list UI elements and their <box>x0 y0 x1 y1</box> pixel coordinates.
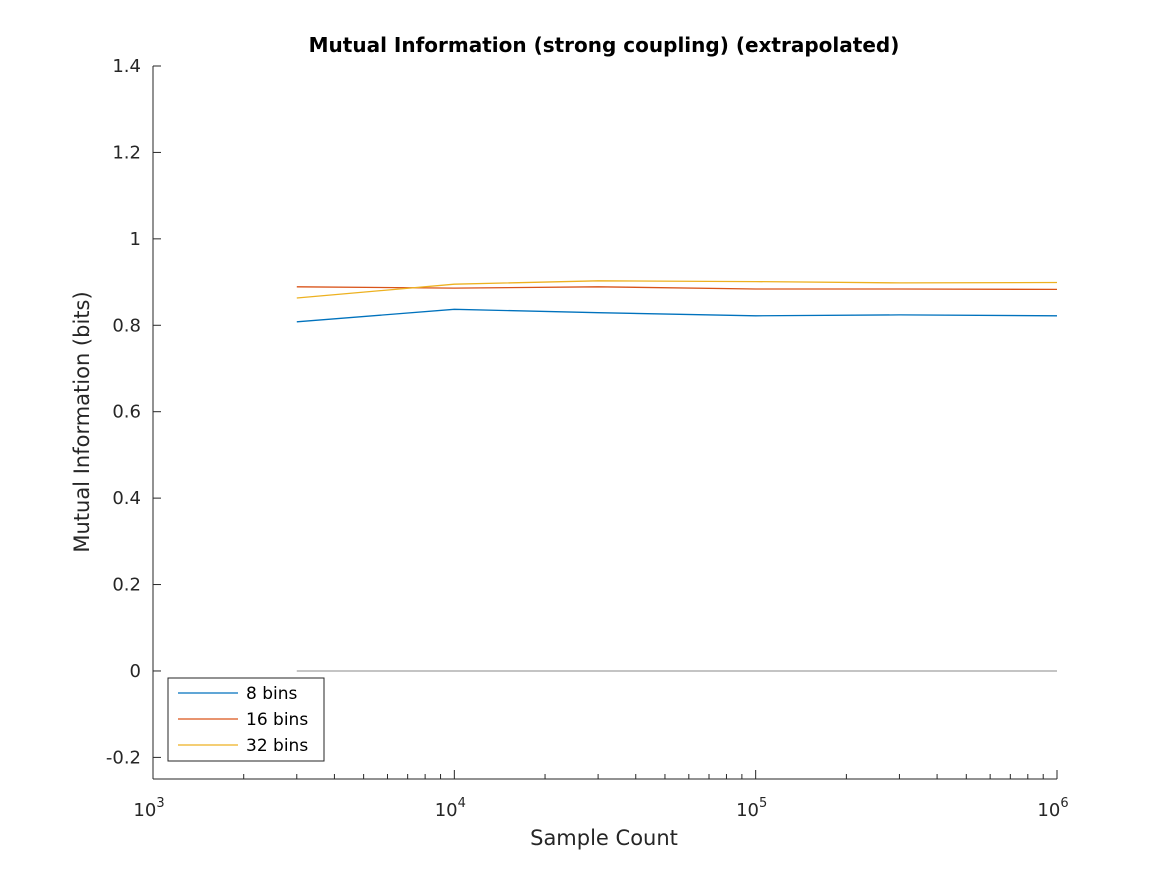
legend-label: 16 bins <box>246 710 308 730</box>
y-tick-label: 0.4 <box>112 488 141 509</box>
series-line-1 <box>296 308 1058 323</box>
x-tick-label: 105 <box>736 796 767 821</box>
chart-title: Mutual Information (strong coupling) (ex… <box>309 33 900 57</box>
series-line-3 <box>296 280 1058 299</box>
x-ticks: 103 104 105 106 <box>133 770 1069 821</box>
y-tick-label: 0.6 <box>112 402 141 423</box>
legend-label: 32 bins <box>246 736 308 756</box>
legend: 8 bins 16 bins 32 bins <box>167 677 325 762</box>
series-line-2 <box>296 286 1058 291</box>
y-tick-label: 1.2 <box>112 142 141 163</box>
y-tick-label: 1 <box>130 229 141 250</box>
y-tick-label: -0.2 <box>106 747 141 768</box>
x-tick-label: 104 <box>435 796 466 821</box>
y-tick-label: 0 <box>130 661 141 682</box>
y-axis-label: Mutual Information (bits) <box>70 291 94 552</box>
plot-area <box>296 280 1058 672</box>
axes <box>152 66 1057 780</box>
x-axis-label: Sample Count <box>530 826 678 850</box>
y-ticks: -0.2 0 0.2 0.4 0.6 0.8 1 1.2 1.4 <box>106 56 161 768</box>
y-tick-label: 0.8 <box>112 315 141 336</box>
y-tick-label: 1.4 <box>112 56 141 77</box>
y-tick-label: 0.2 <box>112 575 141 596</box>
x-tick-label: 103 <box>133 796 164 821</box>
x-tick-label: 106 <box>1037 796 1068 821</box>
legend-label: 8 bins <box>246 684 298 704</box>
